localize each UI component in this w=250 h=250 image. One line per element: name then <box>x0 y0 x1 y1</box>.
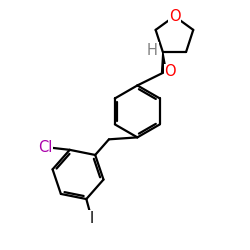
Text: Cl: Cl <box>38 140 52 155</box>
Text: O: O <box>164 64 176 79</box>
Text: H: H <box>147 42 158 58</box>
Text: I: I <box>89 210 94 226</box>
Text: O: O <box>169 9 180 24</box>
Polygon shape <box>162 52 166 72</box>
